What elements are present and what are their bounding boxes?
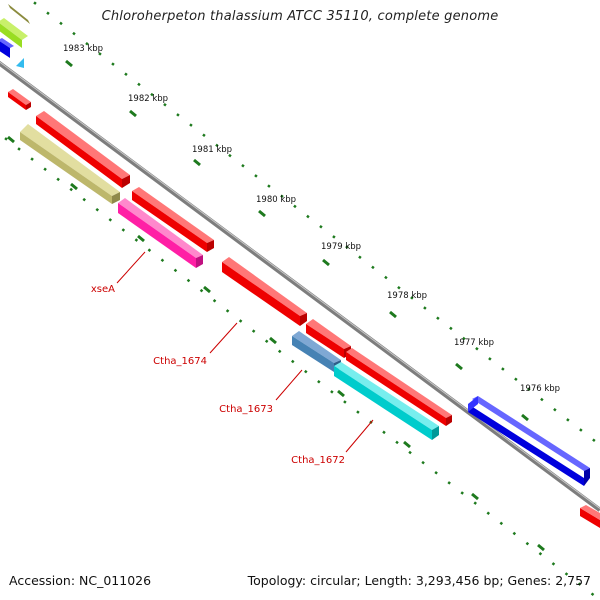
feature-red-bottom-right [580, 505, 600, 528]
tick-label-1978: 1978 kbp [387, 291, 427, 301]
tick-label-1977: 1977 kbp [454, 338, 494, 348]
feature-red-1 [36, 111, 130, 188]
feature-olive [20, 124, 120, 204]
feature-sky-arrow [16, 58, 24, 68]
tick-label-1976: 1976 kbp [520, 384, 560, 394]
inner-scale-ticks [0, 132, 600, 600]
gene-label-Ctha_1674[interactable]: Ctha_1674 [153, 356, 207, 367]
accession-label: Accession: NC_011026 [9, 573, 152, 588]
feature-xseA [118, 198, 203, 268]
genome-backbone-highlight [0, 61, 600, 509]
gene-label-Ctha_1672[interactable]: Ctha_1672 [291, 455, 345, 466]
gene-label-Ctha_1673[interactable]: Ctha_1673 [219, 404, 273, 415]
inner-major-ticks [7, 135, 545, 552]
feature-olive-top [8, 4, 30, 24]
outer-scale-ticks [28, 0, 600, 446]
gene-label-xseA[interactable]: xseA [91, 284, 115, 295]
tick-label-1982: 1982 kbp [128, 94, 168, 104]
label-connectors [116, 251, 374, 453]
tick-label-1979: 1979 kbp [321, 242, 361, 252]
feature-red-5 [346, 348, 452, 426]
feature-blue-top [0, 38, 14, 58]
feature-red-small [8, 89, 31, 110]
tick-label-1981: 1981 kbp [192, 145, 232, 155]
feature-red-2 [132, 187, 214, 252]
tick-label-1980: 1980 kbp [256, 195, 296, 205]
outer-major-ticks [65, 59, 529, 422]
map-title: Chloroherpeton thalassium ATCC 35110, co… [101, 9, 499, 24]
feature-Ctha_1674 [222, 257, 307, 326]
feature-lime [0, 18, 28, 48]
genome-summary: Topology: circular; Length: 3,293,456 bp… [247, 573, 591, 588]
feature-Ctha_1672 [334, 362, 439, 440]
feature-blue-right [468, 396, 590, 486]
tick-label-1983: 1983 kbp [63, 44, 103, 54]
genome-backbone [0, 60, 600, 512]
